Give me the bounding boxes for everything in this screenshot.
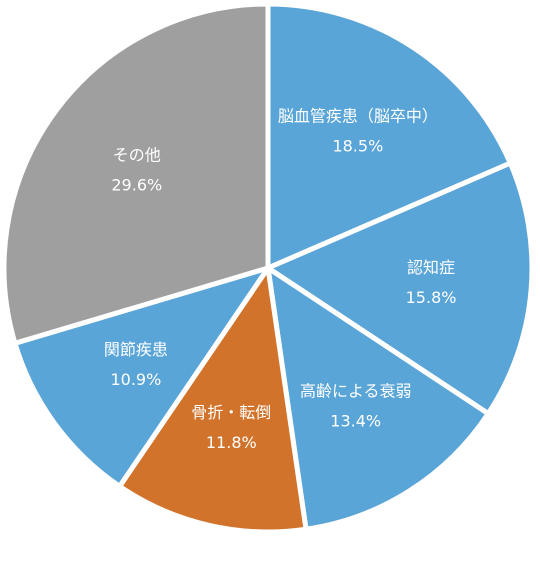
pie-slice	[11, 263, 275, 490]
slice-value: 10.9%	[110, 370, 161, 389]
slice-label: 骨折・転倒	[191, 403, 271, 422]
slice-value: 13.4%	[330, 412, 381, 431]
slice-label: その他	[113, 146, 161, 165]
pie-slice	[1, 1, 271, 347]
slice-label: 認知症	[407, 258, 455, 277]
pie-slice	[262, 159, 535, 418]
slice-value: 11.8%	[206, 433, 257, 452]
slice-label: 関節疾患	[104, 340, 168, 359]
pie-slice	[264, 262, 492, 533]
pie-slice	[116, 261, 309, 535]
slice-value: 15.8%	[406, 288, 457, 307]
slice-value: 29.6%	[111, 176, 162, 195]
slice-label: 高齢による衰弱	[300, 382, 412, 401]
pie-slice	[265, 1, 514, 272]
slice-label: 脳血管疾患（脳卒中）	[278, 107, 438, 126]
slice-value: 18.5%	[332, 137, 383, 156]
